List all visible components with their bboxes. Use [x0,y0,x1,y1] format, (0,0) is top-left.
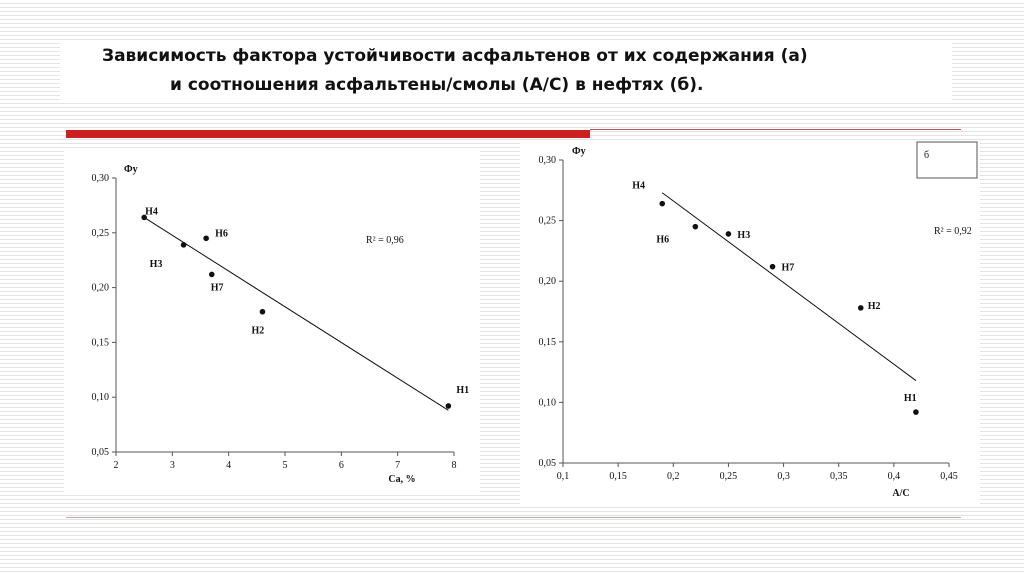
x-axis-title: А/С [892,488,909,499]
y-tick-label: 0,15 [92,337,110,348]
point-label: Н2 [868,301,881,312]
y-axis-title: Фу [124,164,138,175]
point-label: Н1 [904,393,917,404]
x-tick-label: 5 [283,460,288,471]
data-point-Н1 [913,409,919,415]
point-label: Н7 [782,263,795,274]
footer-divider-line [66,517,961,518]
x-tick-label: 3 [170,460,175,471]
header-divider-line [590,129,961,130]
r-squared-annotation: R² = 0,92 [934,226,972,237]
chart-a-svg: 0,05 0,10 0,15 0,20 0,25 0,30 2 3 4 5 6 7 8 Фу Са, % Н4… [92,164,470,485]
point-label: Н4 [145,206,158,217]
y-tick-label: 0,05 [539,458,557,469]
data-point-Н7 [208,271,215,278]
chart-b: 0,05 0,10 0,15 0,20 0,25 0,30 0,1 0,15 0,2 0,25 0,… [520,140,980,505]
y-tick-label: 0,30 [539,155,557,166]
data-point-Н3 [180,242,187,248]
x-axis-title: Са, % [388,474,415,485]
data-point-Н4 [659,200,666,207]
r-squared-annotation: R² = 0,96 [366,235,404,246]
x-tick-label: 4 [226,460,231,471]
data-point-Н2 [259,308,266,315]
x-tick-label: 0,15 [609,471,627,482]
x-tick-label: 0,25 [720,471,738,482]
x-tick-label: 0,2 [667,471,680,482]
chart-a: 0,05 0,10 0,15 0,20 0,25 0,30 2 3 4 5 6 7 8 Фу Са, % Н4… [64,150,480,495]
slide-title: Зависимость фактора устойчивости асфальт… [60,40,952,102]
x-tick-label: 6 [339,460,344,471]
x-tick-label: 8 [452,460,457,471]
point-label: Н4 [632,181,645,192]
point-label: Н2 [251,326,264,337]
y-tick-label: 0,10 [539,397,557,408]
data-point-Н6 [203,235,209,242]
y-tick-label: 0,25 [92,228,110,239]
title-line-1: Зависимость фактора устойчивости асфальт… [102,46,808,66]
point-label: Н6 [656,235,669,246]
data-point-Н4 [141,214,147,221]
y-tick-label: 0,10 [92,392,110,403]
title-line-2: и соотношения асфальтены/смолы (А/С) в н… [170,75,704,95]
y-tick-label: 0,20 [92,283,110,294]
data-point-Н2 [857,305,864,311]
x-tick-label: 0,3 [777,471,790,482]
point-label: Н1 [456,385,469,396]
x-tick-label: 7 [395,460,400,471]
x-tick-label: 0,1 [557,471,570,482]
data-point-Н3 [725,231,732,237]
y-tick-label: 0,25 [539,216,557,227]
y-tick-label: 0,30 [92,173,110,184]
y-tick-label: 0,05 [92,447,110,458]
x-tick-label: 0,35 [830,471,848,482]
x-tick-label: 0,45 [940,471,958,482]
point-label: Н7 [211,282,224,293]
x-tick-label: 0,4 [888,471,901,482]
y-axis-title: Фу [572,146,586,157]
trendline [661,192,917,381]
point-label: Н3 [737,230,750,241]
trendline [143,217,449,411]
red-accent-bar [66,130,590,138]
data-point-Н1 [445,403,452,409]
point-label: Н6 [215,228,228,239]
legend-box [916,141,978,179]
x-tick-label: 2 [114,460,119,471]
point-label: Н3 [150,259,163,270]
y-tick-label: 0,20 [539,276,557,287]
chart-b-svg: 0,05 0,10 0,15 0,20 0,25 0,30 0,1 0,15 0,2 0,25 0,… [539,141,978,499]
y-tick-label: 0,15 [539,337,557,348]
data-point-Н7 [769,263,776,270]
legend-label: б [924,150,929,161]
data-point-Н6 [692,223,699,230]
